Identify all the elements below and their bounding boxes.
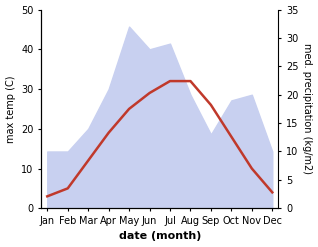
- Y-axis label: med. precipitation (kg/m2): med. precipitation (kg/m2): [302, 43, 313, 174]
- X-axis label: date (month): date (month): [119, 231, 201, 242]
- Y-axis label: max temp (C): max temp (C): [5, 75, 16, 143]
